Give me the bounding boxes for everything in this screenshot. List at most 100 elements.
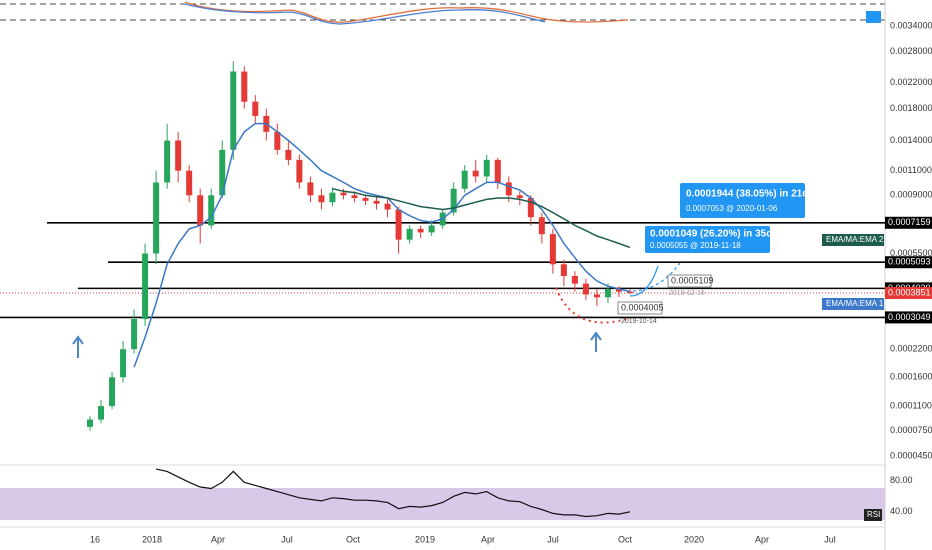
x-tick-label: Jul <box>547 534 559 544</box>
candle-body <box>351 195 358 199</box>
candle-body <box>252 101 259 116</box>
ema-line <box>332 187 631 249</box>
candle-body <box>340 192 347 196</box>
candle-body <box>87 419 93 427</box>
x-tick-label: 2018 <box>142 534 162 544</box>
x-tick-label: 2020 <box>684 534 704 544</box>
x-tick-label: Jul <box>281 534 293 544</box>
price-label-box <box>885 256 932 269</box>
legend-box <box>822 298 884 310</box>
price-label: 0.0005093 <box>888 257 931 267</box>
candle-body <box>296 159 303 183</box>
x-tick-label: Oct <box>346 534 361 544</box>
candle-body <box>549 234 556 265</box>
candle-body <box>604 288 611 298</box>
candle-body <box>98 406 105 420</box>
oscillator-strip <box>0 0 886 550</box>
candle-body <box>109 377 116 407</box>
y-tick-label: 0.0011000 <box>890 165 932 175</box>
candle-body <box>241 71 248 102</box>
y-tick-label: 0.0005500 <box>890 248 932 258</box>
candle-body <box>362 198 369 201</box>
candle-body <box>461 170 468 189</box>
candle-body <box>627 291 633 294</box>
x-tick-label: Jul <box>824 534 836 544</box>
candle-body <box>164 140 171 183</box>
candle-body <box>472 170 479 177</box>
projection-target: 0.0005055 @ 2019-11-18 <box>650 241 741 250</box>
candle-body <box>483 159 490 177</box>
candle-body <box>307 182 314 196</box>
candle-body <box>208 195 215 226</box>
dotted-arc <box>555 287 631 324</box>
candle-body <box>131 319 138 350</box>
candle-body <box>505 182 512 196</box>
x-tick-label: Apr <box>755 534 769 544</box>
y-tick-label: 0.0000450 <box>890 450 932 460</box>
projection-box: 0.0001049 (26.20%) in 35d 0.0005055 @ 20… <box>645 226 772 253</box>
candle-body <box>230 71 237 150</box>
point-price: 0.0005109 <box>671 275 714 285</box>
candle-body <box>406 228 413 240</box>
candle-body <box>450 188 457 213</box>
candle-body <box>428 225 435 233</box>
price-label-box <box>885 311 932 324</box>
projection-change: 0.0001049 (26.20%) in 35d <box>650 229 772 240</box>
candle-body <box>571 276 578 284</box>
candle-body <box>560 264 567 277</box>
rsi-tick-label: 80.00 <box>890 475 913 485</box>
y-tick-label: 0.0001100 <box>890 400 932 410</box>
projection-path <box>632 262 681 292</box>
candle-body <box>417 228 424 233</box>
candle-body <box>120 349 127 378</box>
legend-label: EMA/MA:EMA 2 <box>826 235 884 244</box>
y-tick-label: 0.0000750 <box>890 425 932 435</box>
candle-body <box>615 288 622 292</box>
candle-body <box>582 283 589 295</box>
candle-body <box>219 149 226 196</box>
candle-body <box>538 217 545 235</box>
candle-body <box>186 170 193 196</box>
point-date: 2019-10-14 <box>621 318 657 325</box>
x-tick-label: Apr <box>481 534 495 544</box>
candle-body <box>329 192 336 203</box>
y-tick-label: 0.0028000 <box>890 46 932 56</box>
candle-body <box>593 294 600 298</box>
rsi-label-box <box>864 509 882 521</box>
rsi-line <box>155 468 631 518</box>
rsi-band <box>0 488 885 520</box>
x-tick-label: 16 <box>90 534 100 544</box>
candle-body <box>197 195 204 226</box>
candle-body <box>395 209 402 240</box>
point-date: 2019-12-16 <box>669 290 705 297</box>
candle-body <box>142 253 149 320</box>
candle-body <box>373 200 380 204</box>
y-tick-label: 0.0034000 <box>890 20 932 30</box>
price-label: 0.0003851 <box>888 287 931 297</box>
projection-target: 0.0007053 @ 2020-01-06 <box>686 204 778 213</box>
candle-body <box>384 203 391 210</box>
candle-body <box>318 195 325 203</box>
candle-body <box>494 159 501 183</box>
y-tick-label: 0.0014000 <box>890 135 932 145</box>
price-label-box <box>885 287 932 300</box>
price-label: 0.0003049 <box>888 312 931 322</box>
point-label: 0.0005109 2019-12-16 <box>667 274 714 297</box>
candle-body <box>153 182 160 254</box>
legend-box <box>822 234 884 246</box>
y-tick-label: 0.0001600 <box>890 372 932 382</box>
rsi-label: RSI <box>867 510 880 519</box>
legend-label: EMA/MA:EMA 1 <box>826 299 884 308</box>
candle-body <box>285 149 292 160</box>
price-label-box <box>885 216 932 229</box>
x-tick-label: Oct <box>618 534 633 544</box>
price-label: 0.0007159 <box>888 217 931 227</box>
candle-body <box>175 140 182 171</box>
point-price: 0.0004005 <box>621 302 664 312</box>
arrow <box>72 331 602 358</box>
rsi-tick-label: 40.00 <box>890 506 913 516</box>
projection-change: 0.0001944 (38.05%) in 21d <box>686 189 808 200</box>
projection-box: 0.0001944 (38.05%) in 21d 0.0007053 @ 20… <box>680 183 808 218</box>
y-tick-label: 0.0002200 <box>890 344 932 354</box>
